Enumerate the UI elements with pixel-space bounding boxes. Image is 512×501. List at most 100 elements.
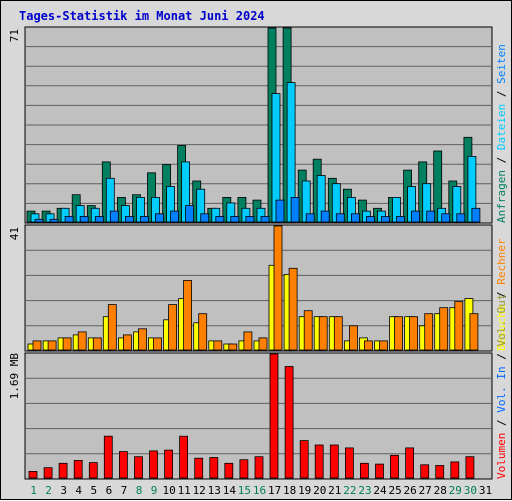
day-label: 26	[403, 484, 416, 497]
bar-rechner-day-30	[469, 313, 479, 351]
bar-volumen-day-14	[224, 462, 234, 479]
bar-seiten-day-27	[426, 210, 436, 223]
bar-seiten-day-29	[456, 213, 466, 223]
bar-volumen-day-25	[390, 454, 399, 479]
day-label: 15	[238, 484, 251, 497]
bar-seiten-day-15	[245, 216, 255, 223]
bar-seiten-day-18	[290, 196, 300, 223]
requests-max-label: 71	[8, 29, 21, 42]
bar-rechner-day-23	[363, 340, 373, 351]
day-label: 30	[464, 484, 477, 497]
legend-item: /	[495, 347, 508, 367]
bar-seiten-day-23	[365, 216, 375, 223]
day-label: 19	[298, 484, 311, 497]
day-label: 22	[343, 484, 356, 497]
bar-seiten-day-25	[396, 216, 405, 223]
legend-text: Volumen / Vol. In / Vol. Out	[495, 294, 508, 479]
bar-volumen-day-24	[375, 463, 384, 479]
bar-seiten-day-21	[335, 213, 345, 223]
bar-seiten-day-7	[125, 216, 134, 223]
bar-seiten-day-5	[94, 216, 104, 223]
bar-rechner-day-14	[228, 343, 238, 351]
bar-volumen-day-21	[329, 444, 339, 479]
day-label: 4	[75, 484, 82, 497]
bar-volumen-day-8	[134, 456, 143, 479]
legend-item: Rechner	[495, 238, 508, 285]
legend-item: Vol. Out	[495, 294, 508, 347]
bar-rechner-day-2	[47, 340, 57, 351]
bar-seiten-day-13	[215, 216, 225, 223]
bar-rechner-day-7	[123, 334, 132, 351]
bar-seiten-day-9	[155, 213, 164, 223]
bar-volumen-day-22	[344, 447, 354, 479]
legend-item: Vol. In	[495, 366, 508, 412]
bar-rechner-day-12	[198, 313, 208, 351]
bars-layer	[26, 27, 481, 479]
legend-item: Besuche	[495, 305, 508, 351]
day-label: 20	[313, 484, 326, 497]
bar-rechner-day-29	[454, 301, 464, 351]
bar-seiten-day-24	[381, 216, 390, 223]
bar-volumen-day-26	[405, 447, 415, 479]
bar-volumen-day-4	[73, 459, 83, 479]
bar-rechner-day-22	[348, 325, 358, 351]
legend-text: Anfragen / Dateien / Seiten	[495, 44, 508, 223]
day-label: 18	[283, 484, 296, 497]
bar-volumen-day-6	[103, 435, 113, 479]
bar-rechner-day-9	[153, 337, 162, 351]
day-label: 28	[434, 484, 447, 497]
legend-item: /	[495, 84, 508, 104]
volume-max-label: 1.69 MB	[8, 353, 21, 400]
bar-volumen-day-27	[420, 464, 430, 479]
bar-volumen-day-13	[209, 457, 219, 479]
legend-item: Anfragen	[495, 170, 508, 223]
bar-seiten-day-11	[185, 205, 195, 223]
bar-volumen-day-5	[88, 462, 98, 479]
day-label: 27	[419, 484, 432, 497]
bar-volumen-day-29	[450, 461, 460, 479]
bar-rechner-day-8	[138, 328, 147, 351]
legend-item: Volumen	[495, 433, 508, 479]
chart-title: Tages-Statistik im Monat Juni 2024	[19, 9, 265, 23]
legend-item: /	[495, 150, 508, 170]
bar-seiten-day-20	[320, 210, 330, 223]
day-label: 14	[223, 484, 237, 497]
bar-volumen-day-28	[435, 465, 445, 479]
bar-volumen-day-16	[254, 456, 264, 479]
bar-seiten-day-19	[305, 213, 315, 223]
bar-volumen-day-20	[314, 444, 324, 479]
bar-volumen-day-17	[269, 353, 279, 479]
bar-seiten-day-22	[350, 213, 360, 223]
bar-seiten-day-10	[170, 210, 180, 223]
day-label: 5	[90, 484, 97, 497]
volume-legend: Volumen / Vol. In / Vol. Out	[495, 294, 508, 479]
bar-volumen-day-1	[28, 470, 38, 479]
day-label: 11	[178, 484, 191, 497]
day-label: 24	[373, 484, 387, 497]
requests-legend: Anfragen / Dateien / Seiten	[495, 44, 508, 223]
day-label: 23	[358, 484, 371, 497]
day-label: 16	[253, 484, 266, 497]
bar-rechner-day-24	[379, 340, 388, 351]
legend-item: /	[495, 413, 508, 433]
day-label: 29	[449, 484, 462, 497]
day-label: 6	[106, 484, 113, 497]
bar-volumen-day-3	[58, 462, 68, 479]
legend-item: Dateien	[495, 104, 508, 150]
bar-rechner-day-3	[62, 337, 72, 351]
bar-volumen-day-7	[119, 451, 128, 479]
bar-volumen-day-30	[465, 456, 475, 479]
day-label: 25	[388, 484, 401, 497]
bar-volumen-day-23	[359, 462, 369, 479]
day-label: 21	[328, 484, 341, 497]
day-labels: 1 2 3 4 5 6 7 8 9 10 11 12 13 14 15 16 17 18 19 20 21 22 23 24 2…	[30, 484, 492, 497]
bar-rechner-day-11	[183, 279, 193, 351]
bar-volumen-day-10	[164, 449, 174, 479]
legend-item: Seiten	[495, 44, 508, 84]
bar-rechner-day-15	[243, 331, 253, 351]
bar-rechner-day-18	[288, 267, 298, 351]
day-label: 8	[136, 484, 143, 497]
bar-rechner-day-20	[318, 316, 328, 351]
